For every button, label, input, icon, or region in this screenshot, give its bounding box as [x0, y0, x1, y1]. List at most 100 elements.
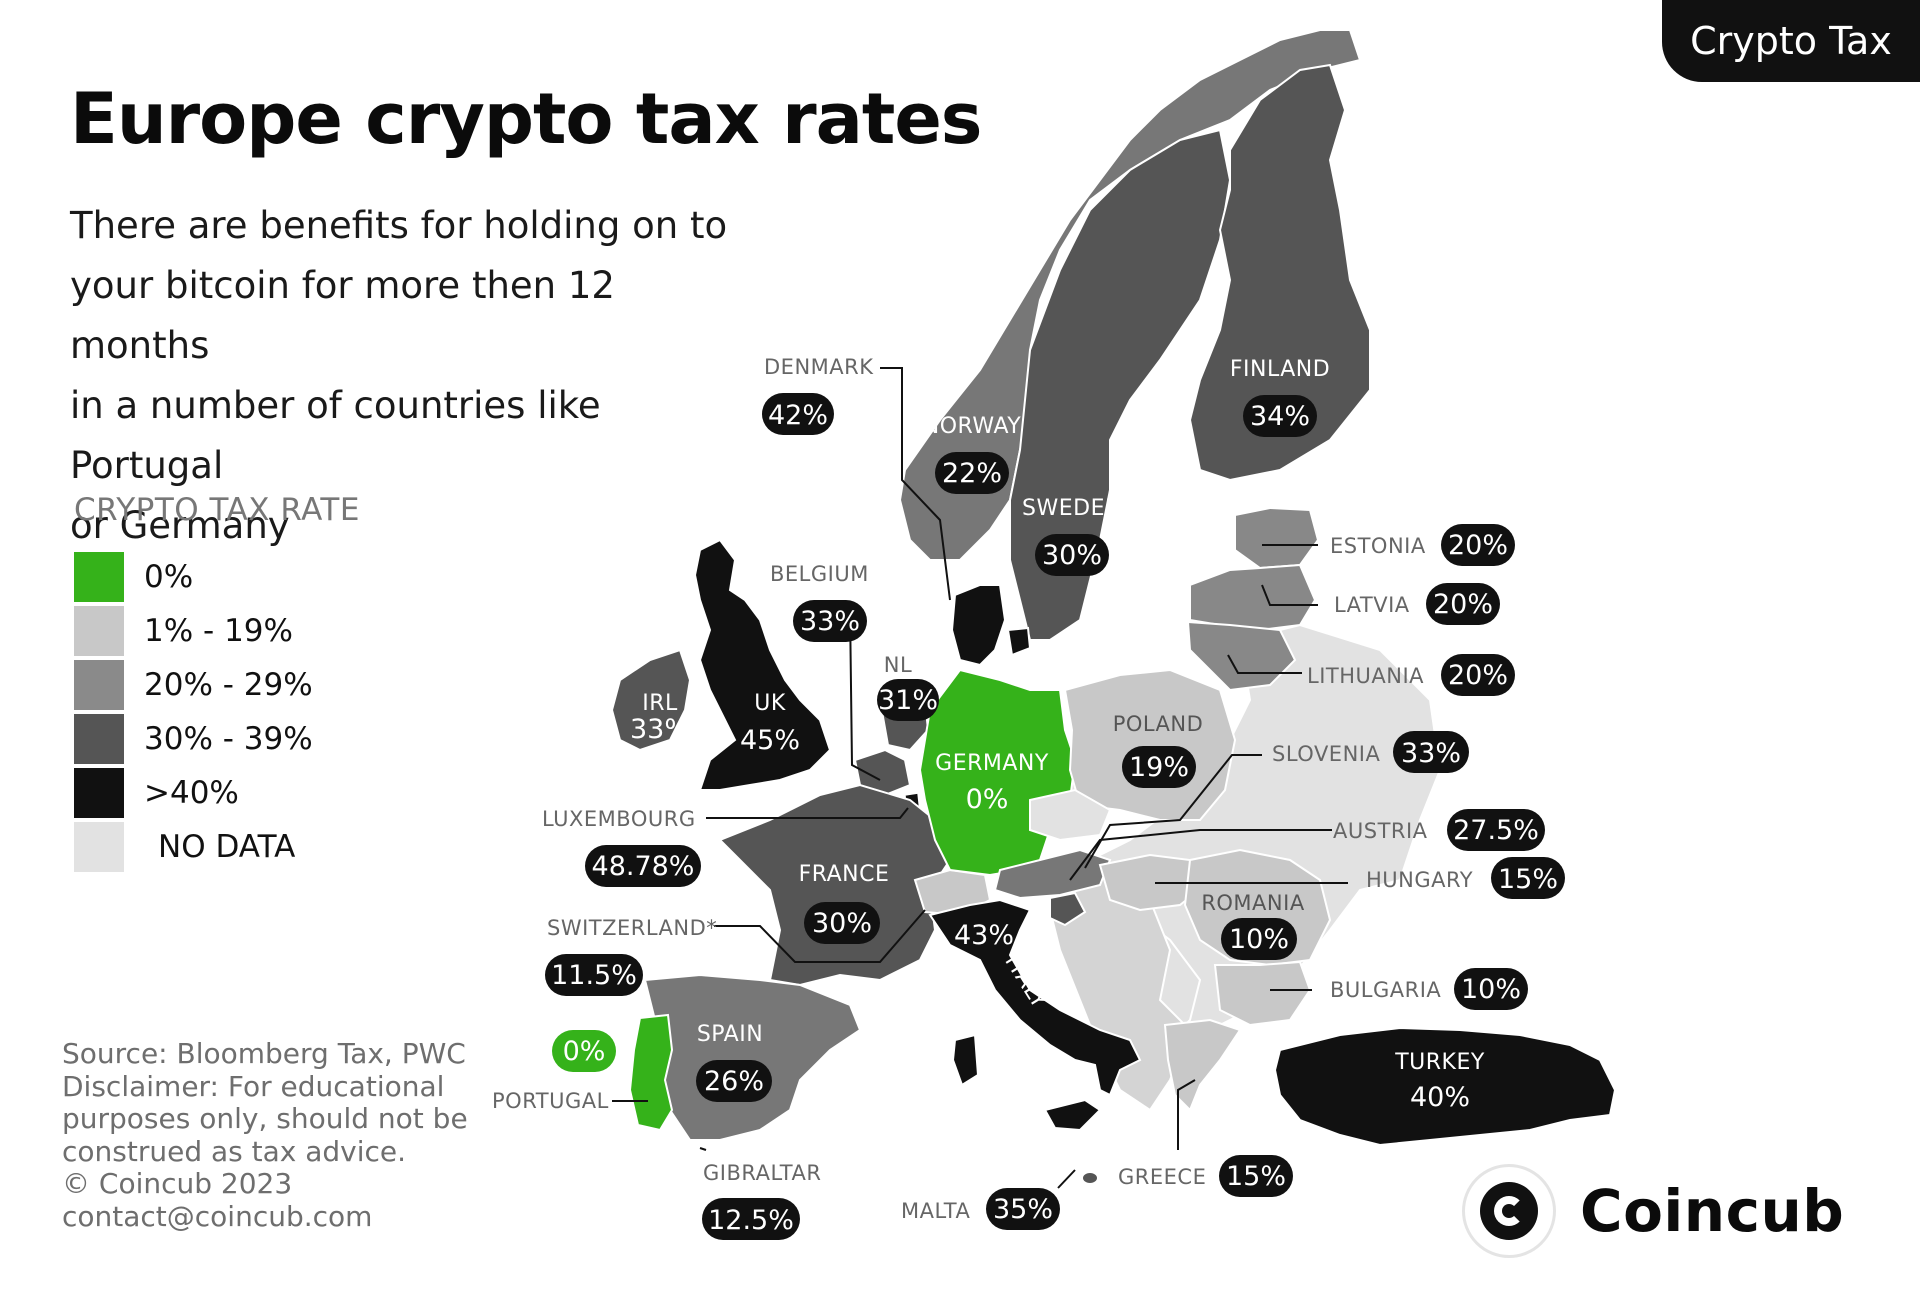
legend-label: 0% [144, 559, 194, 595]
pill-estonia [1441, 524, 1515, 566]
country-greece [1163, 1018, 1242, 1112]
rate-portugal: 0% [563, 1036, 606, 1067]
label-hungary: HUNGARY [1366, 868, 1473, 892]
label-finland: FINLAND [1230, 357, 1330, 382]
label-latvia: LATVIA [1334, 593, 1410, 617]
legend-item: 20% - 29% [74, 658, 360, 712]
pill-belgium [793, 600, 867, 642]
rate-switzerland: 11.5% [551, 960, 637, 991]
rate-bulgaria: 10% [1461, 974, 1521, 1005]
rate-hungary: 15% [1498, 864, 1558, 895]
pill-hungary [1491, 857, 1565, 899]
subtitle-line: in a number of countries like Portugal [70, 384, 601, 487]
rate-austria: 27.5% [1453, 815, 1539, 846]
rate-finland: 34% [1250, 401, 1310, 432]
rate-slovenia: 33% [1401, 738, 1461, 769]
rate-greece: 15% [1226, 1161, 1286, 1192]
legend-label: >40% [144, 775, 239, 811]
leader-luxembourg [706, 807, 909, 819]
label-gibraltar: GIBRALTAR [703, 1161, 821, 1185]
legend-title: CRYPTO TAX RATE [74, 492, 360, 528]
country-finland [1188, 63, 1371, 482]
rate-norway: 22% [942, 458, 1002, 489]
crypto-tax-tag: Crypto Tax [1662, 0, 1920, 82]
legend-swatch [74, 606, 124, 656]
source-note: Source: Bloomberg Tax, PWC Disclaimer: F… [62, 1037, 482, 1233]
brand: Coincub [1462, 1164, 1844, 1258]
rate-gibraltar: 12.5% [708, 1205, 794, 1236]
rate-romania: 10% [1229, 924, 1289, 955]
rate-turkey: 40% [1410, 1082, 1470, 1113]
country-portugal [628, 1013, 674, 1132]
label-austria: AUSTRIA [1333, 819, 1428, 843]
label-denmark: DENMARK [764, 355, 874, 379]
pill-latvia [1426, 583, 1500, 625]
country-slovenia [1049, 891, 1087, 927]
leader-lithuania [1227, 654, 1302, 674]
label-spain: SPAIN [697, 1022, 763, 1047]
pill-austria [1447, 809, 1545, 851]
leader-gibraltar [699, 1147, 707, 1151]
rate-latvia: 20% [1433, 589, 1493, 620]
legend-item: NO DATA [74, 820, 360, 874]
country-denmark-island [1006, 626, 1032, 657]
rate-luxembourg: 48.78% [592, 851, 695, 882]
rate-italy: 43% [954, 920, 1014, 951]
pill-bulgaria [1454, 968, 1528, 1010]
source-line: construed as tax advice. [62, 1134, 407, 1168]
subtitle-line: There are benefits for holding on to [70, 204, 728, 247]
legend-label: 30% - 39% [144, 721, 313, 757]
label-belgium: BELGIUM [770, 562, 869, 586]
label-bulgaria: BULGARIA [1330, 978, 1441, 1002]
label-switzerland: SWITZERLAND* [547, 916, 717, 940]
label-irl: IRL [642, 691, 678, 716]
leader-lines [612, 367, 1348, 1189]
legend-swatch [74, 768, 124, 818]
leader-denmark [880, 367, 951, 601]
page-title: Europe crypto tax rates [70, 78, 982, 160]
subtitle: There are benefits for holding on to you… [70, 196, 750, 556]
country-poland [1063, 668, 1237, 821]
pill-nl [877, 679, 939, 721]
source-line: Source: Bloomberg Tax, PWC [62, 1037, 466, 1070]
country-turkey [1273, 1026, 1617, 1147]
label-lithuania: LITHUANIA [1307, 664, 1424, 688]
country-norway [898, 29, 1362, 561]
country-ireland [610, 648, 692, 752]
rate-france: 30% [812, 908, 872, 939]
pill-denmark [762, 393, 834, 435]
pill-norway [935, 452, 1009, 494]
legend-label: 20% - 29% [144, 667, 313, 703]
label-luxembourg: LUXEMBOURG [542, 807, 696, 831]
pill-switzerland [545, 954, 643, 996]
source-line: © Coincub 2023 [62, 1167, 293, 1200]
label-nl: NL [884, 653, 912, 677]
no-data-region [1029, 788, 1112, 842]
label-romania: ROMANIA [1201, 891, 1305, 915]
label-uk: UK [754, 691, 786, 716]
country-italy-sicily [1043, 1098, 1102, 1132]
rate-spain: 26% [704, 1066, 764, 1097]
legend-swatch [74, 660, 124, 710]
country-uk [693, 538, 832, 791]
label-turkey: TURKEY [1394, 1050, 1485, 1075]
pill-luxembourg [585, 845, 701, 887]
label-portugal: PORTUGAL [492, 1089, 609, 1113]
legend-item: >40% [74, 766, 360, 820]
legend-swatch [74, 552, 124, 602]
leader-greece [1177, 1079, 1196, 1150]
country-austria [993, 848, 1112, 900]
label-malta: MALTA [901, 1199, 970, 1223]
pill-spain [696, 1060, 772, 1102]
rate-sweden: 30% [1042, 540, 1102, 571]
leader-latvia [1261, 584, 1318, 606]
pill-finland [1243, 395, 1317, 437]
pill-slovenia [1393, 731, 1469, 773]
pill-lithuania [1441, 654, 1515, 696]
pill-portugal [552, 1030, 616, 1072]
rate-belgium: 33% [800, 606, 860, 637]
country-france [718, 783, 952, 987]
pill-france [804, 902, 880, 944]
pill-sweden [1035, 534, 1109, 576]
